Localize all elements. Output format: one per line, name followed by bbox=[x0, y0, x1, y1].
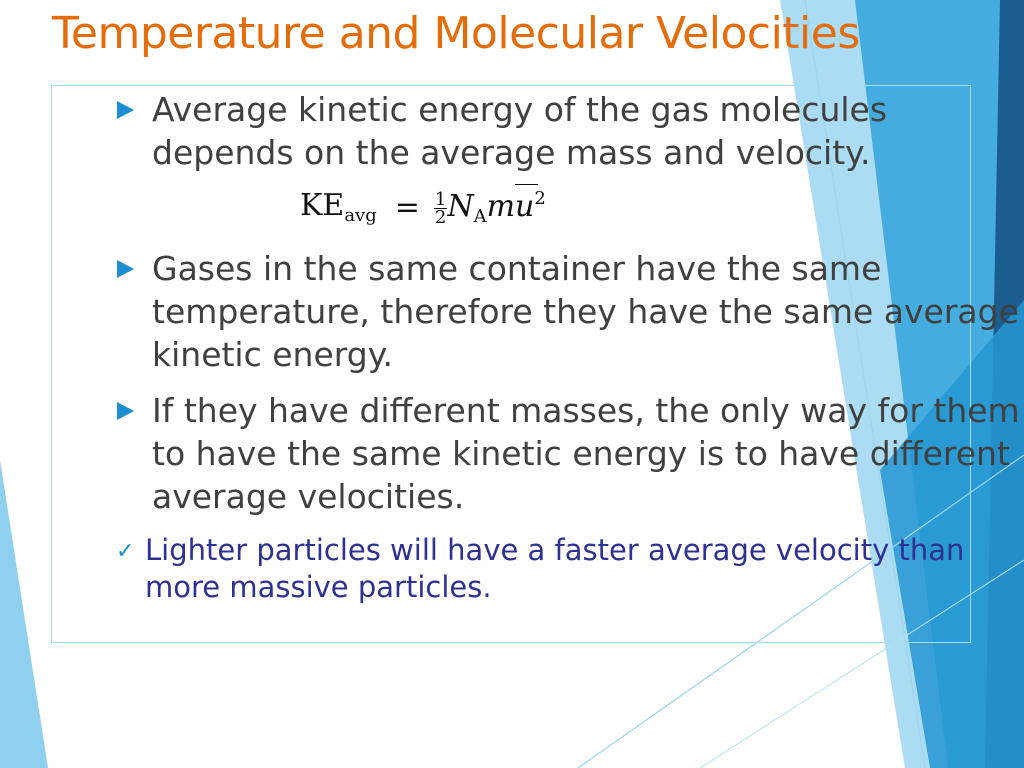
left-bottom-wedge bbox=[0, 460, 48, 768]
right-accent-facet bbox=[880, 300, 1024, 768]
decor-line-2 bbox=[577, 454, 1024, 768]
bullet-text-1: Average kinetic energy of the gas molecu… bbox=[152, 90, 888, 172]
bullet-arrow-icon bbox=[117, 260, 134, 278]
bullet-arrow-icon bbox=[117, 402, 134, 420]
bullet-arrow-icon bbox=[117, 101, 134, 119]
formula-lhs: KEavg bbox=[300, 188, 377, 226]
checkmark-icon: ✓ bbox=[116, 539, 135, 564]
kinetic-energy-formula: KEavg = 1 2 NAmu2 bbox=[300, 184, 546, 228]
bullet-text-2: Gases in the same container have the sam… bbox=[152, 249, 1019, 374]
content-box: Average kinetic energy of the gas molecu… bbox=[51, 85, 1020, 643]
slide-title: Temperature and Molecular Velocities bbox=[52, 8, 860, 59]
decor-line-1 bbox=[804, 0, 926, 768]
formula-equals: = bbox=[394, 190, 420, 225]
sub-bullet-text: Lighter particles will have a faster ave… bbox=[145, 533, 965, 604]
bullet-text-3: If they have different masses, the only … bbox=[152, 391, 1020, 516]
formula-rhs: NAmu2 bbox=[447, 184, 546, 227]
